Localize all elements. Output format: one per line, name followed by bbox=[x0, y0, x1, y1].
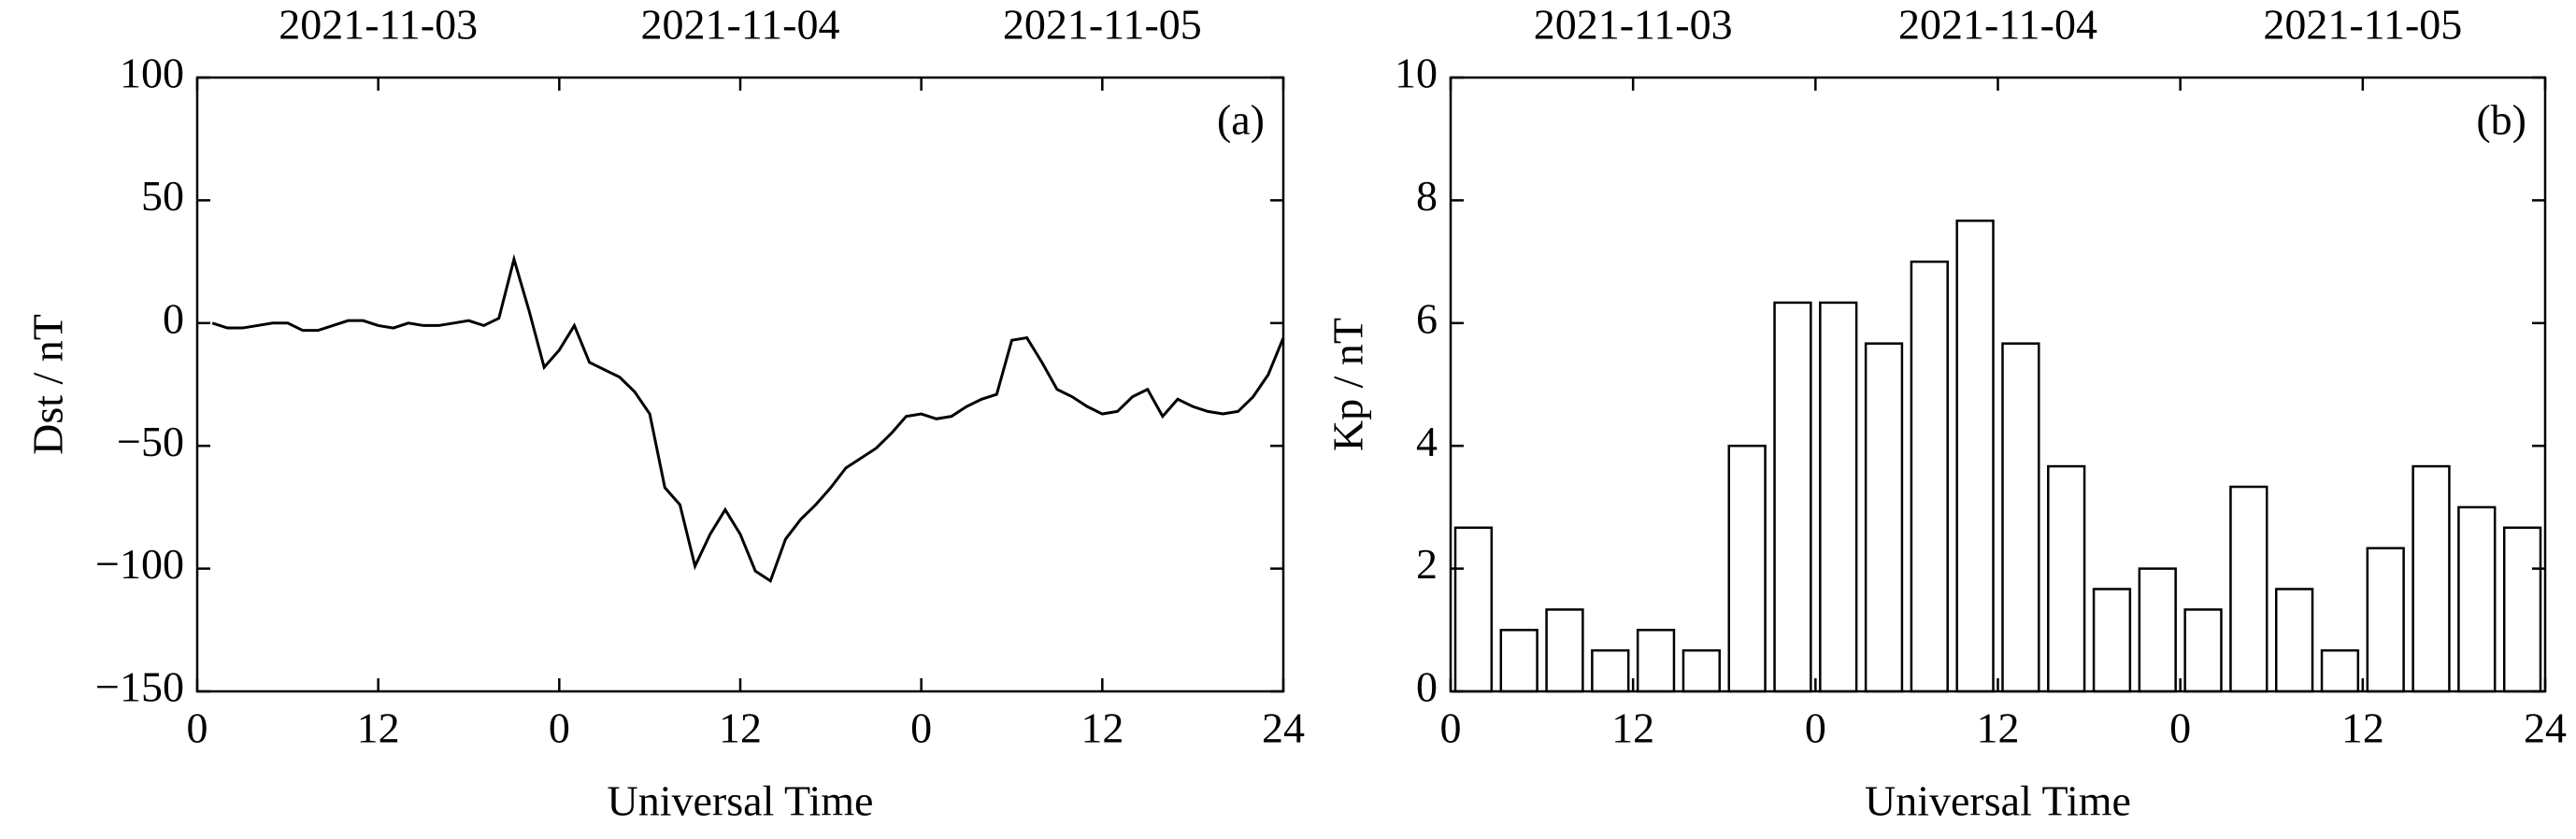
bar bbox=[2229, 485, 2268, 693]
bar bbox=[2138, 567, 2177, 693]
bar bbox=[2366, 547, 2405, 693]
y-axis-label: Kp / nT bbox=[1324, 318, 1372, 451]
x-tick-label: 12 bbox=[719, 704, 762, 752]
bar bbox=[2320, 648, 2360, 693]
bar bbox=[2001, 342, 2040, 693]
y-tick-label: 2 bbox=[1416, 540, 1438, 588]
bar bbox=[2502, 526, 2542, 693]
y-tick-label: 6 bbox=[1416, 294, 1438, 342]
date-label: 2021-11-05 bbox=[2263, 1, 2462, 49]
date-label: 2021-11-03 bbox=[279, 1, 478, 49]
x-tick-label: 0 bbox=[549, 704, 570, 752]
bar bbox=[2275, 588, 2314, 693]
bar bbox=[2047, 464, 2086, 693]
annotation: (a) bbox=[1217, 96, 1265, 144]
y-axis-label: Dst / nT bbox=[24, 314, 72, 455]
x-tick-label: 24 bbox=[2524, 704, 2567, 752]
y-tick-label: 50 bbox=[141, 172, 184, 220]
y-tick-label: 100 bbox=[120, 50, 184, 97]
bar bbox=[1499, 629, 1538, 693]
bar bbox=[1910, 260, 1949, 693]
y-tick-label: 8 bbox=[1416, 172, 1438, 220]
x-axis-label: Universal Time bbox=[608, 777, 874, 825]
x-tick-label: 0 bbox=[2169, 704, 2191, 752]
date-label: 2021-11-05 bbox=[1003, 1, 1202, 49]
date-label: 2021-11-04 bbox=[641, 1, 840, 49]
x-tick-label: 0 bbox=[1805, 704, 1826, 752]
y-tick-label: 4 bbox=[1416, 418, 1438, 465]
bar bbox=[2092, 588, 2132, 693]
bar bbox=[1819, 301, 1858, 693]
bar bbox=[2411, 464, 2451, 693]
x-tick-label: 12 bbox=[1977, 704, 2020, 752]
x-axis-label: Universal Time bbox=[1865, 777, 2131, 825]
plot-frame bbox=[195, 76, 1285, 693]
y-tick-label: 0 bbox=[163, 294, 184, 342]
date-label: 2021-11-03 bbox=[1534, 1, 1733, 49]
y-tick-label: 10 bbox=[1395, 50, 1438, 97]
x-tick-label: 12 bbox=[357, 704, 400, 752]
x-tick-label: 0 bbox=[187, 704, 208, 752]
x-tick-label: 0 bbox=[1440, 704, 1462, 752]
bar bbox=[1591, 648, 1630, 693]
x-tick-label: 12 bbox=[1080, 704, 1123, 752]
x-tick-label: 0 bbox=[910, 704, 932, 752]
annotation: (b) bbox=[2476, 96, 2526, 144]
data-line bbox=[211, 253, 1285, 584]
y-tick-label: −150 bbox=[95, 663, 184, 711]
y-tick-label: −50 bbox=[117, 418, 184, 465]
bar bbox=[1682, 648, 1722, 693]
y-tick-label: 0 bbox=[1416, 663, 1438, 711]
bar bbox=[1773, 301, 1812, 693]
bar bbox=[1727, 444, 1767, 693]
y-tick-label: −100 bbox=[95, 540, 184, 588]
bar bbox=[1864, 342, 1904, 693]
bar bbox=[2457, 505, 2497, 693]
bar bbox=[1453, 526, 1494, 693]
x-tick-label: 24 bbox=[1262, 704, 1305, 752]
bar bbox=[1955, 220, 1995, 693]
bar bbox=[1636, 629, 1676, 693]
x-tick-label: 12 bbox=[1611, 704, 1654, 752]
bar bbox=[2183, 608, 2223, 693]
x-tick-label: 12 bbox=[2341, 704, 2384, 752]
date-label: 2021-11-04 bbox=[1898, 1, 2097, 49]
bar bbox=[1545, 608, 1584, 693]
